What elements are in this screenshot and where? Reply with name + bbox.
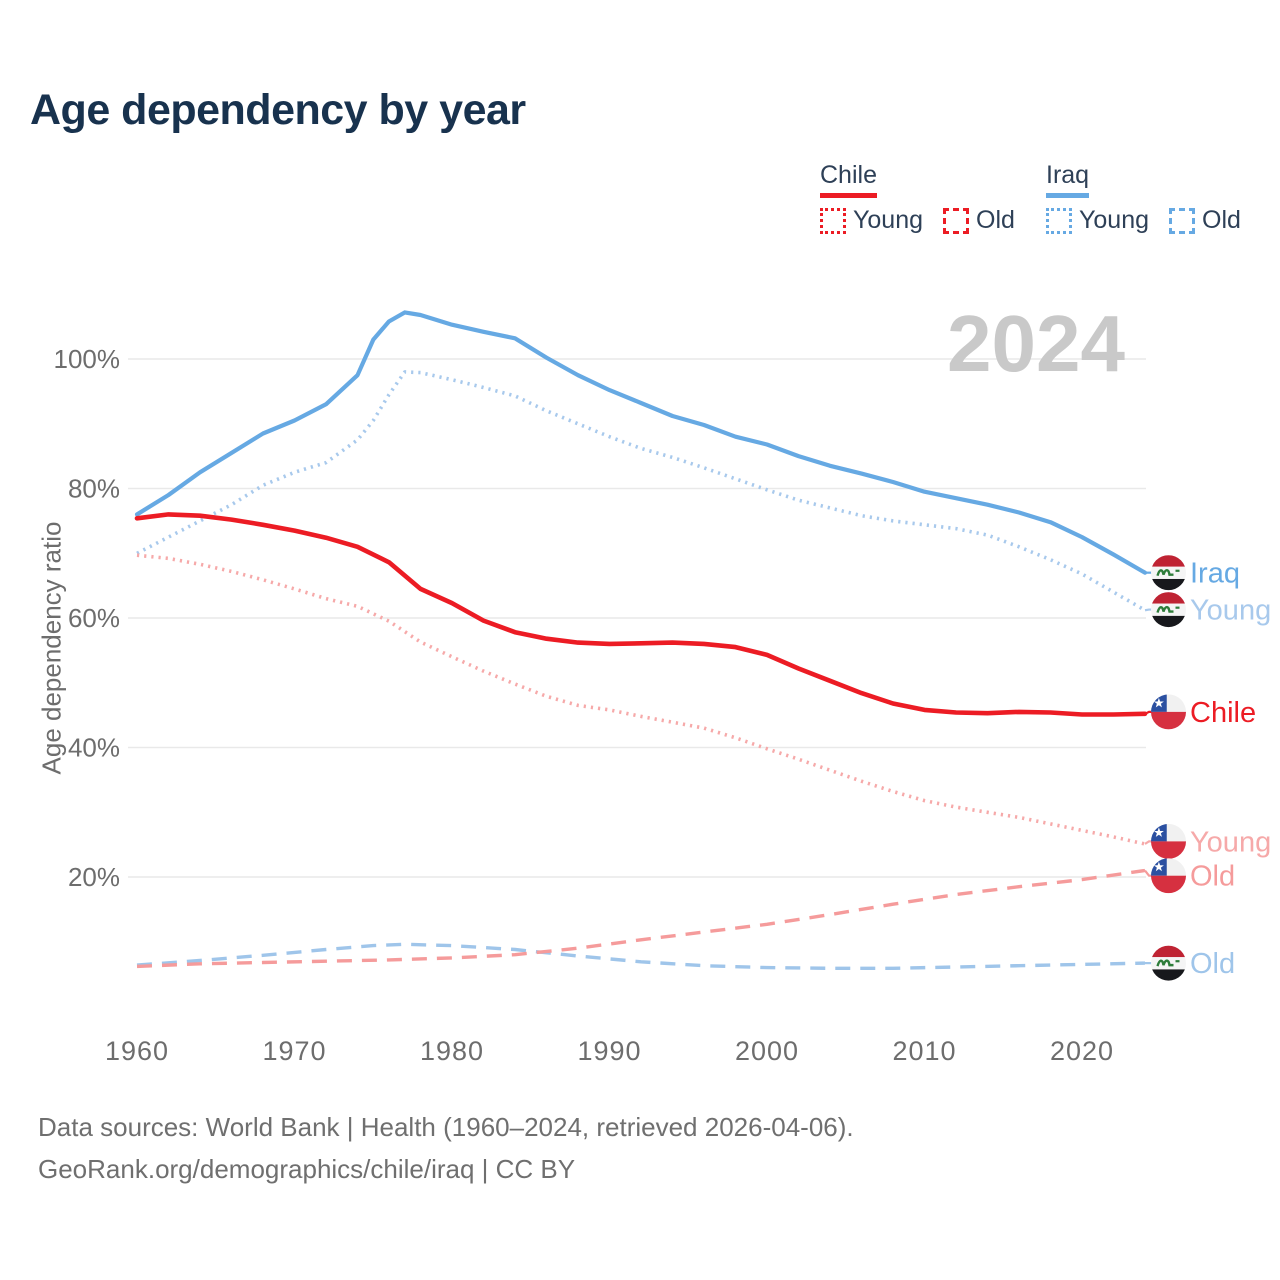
series-end-label-iraq-young: Young xyxy=(1190,595,1271,627)
iraq-flag-icon xyxy=(1151,945,1186,981)
legend-country-iraq-label: Iraq xyxy=(1046,161,1090,198)
legend-item-iraq-young: Young xyxy=(1046,206,1149,235)
y-tick-label-80: 80% xyxy=(68,474,120,504)
y-tick-label-60: 60% xyxy=(68,603,120,633)
chile-flag-icon xyxy=(1151,694,1186,730)
legend-items-chile: Young Old xyxy=(820,206,1015,235)
leader-line-chile-old xyxy=(1144,869,1152,877)
year-watermark: 2024 xyxy=(947,299,1125,388)
page-title: Age dependency by year xyxy=(30,86,526,134)
x-tick-label-2010: 2010 xyxy=(892,1036,956,1066)
legend-item-chile-old: Old xyxy=(943,206,1015,235)
x-tick-label-2000: 2000 xyxy=(735,1036,799,1066)
footer-data-sources: Data sources: World Bank | Health (1960–… xyxy=(38,1112,854,1142)
y-tick-label-40: 40% xyxy=(68,733,120,763)
legend-label-chile-young: Young xyxy=(853,206,923,234)
iraq-flag-icon xyxy=(1151,592,1186,628)
x-tick-label-1970: 1970 xyxy=(262,1036,326,1066)
chile-flag-icon xyxy=(1151,858,1186,894)
legend-items-iraq: Young Old xyxy=(1046,206,1241,235)
series-end-label-chile-old: Old xyxy=(1190,861,1235,893)
series-line-chile-young xyxy=(136,553,1146,846)
series-line-chile-total xyxy=(134,512,1148,717)
legend-country-chile-label: Chile xyxy=(820,161,877,198)
legend-item-iraq-old: Old xyxy=(1169,206,1241,235)
x-tick-label-2020: 2020 xyxy=(1050,1036,1114,1066)
chart-footer: Data sources: World Bank | Health (1960–… xyxy=(38,1106,854,1190)
chile-old-dashed-swatch-icon xyxy=(943,207,969,234)
y-tick-label-100: 100% xyxy=(54,344,121,374)
series-end-label-iraq-old: Old xyxy=(1190,948,1235,980)
series-end-label-chile-young: Young xyxy=(1190,826,1271,858)
series-line-chile-old xyxy=(136,868,1146,969)
x-tick-label-1960: 1960 xyxy=(105,1036,169,1066)
iraq-flag-icon xyxy=(1151,555,1186,591)
legend-item-chile-young: Young xyxy=(820,206,923,235)
series-line-iraq-old xyxy=(136,942,1146,970)
leader-line-iraq-young xyxy=(1144,608,1152,612)
leader-line-chile-total xyxy=(1144,710,1152,715)
series-end-label-chile-total: Chile xyxy=(1190,697,1256,729)
series-line-iraq-total xyxy=(134,310,1148,575)
legend-label-chile-old: Old xyxy=(976,206,1015,234)
leader-line-chile-young xyxy=(1144,840,1152,845)
legend-label-iraq-old: Old xyxy=(1202,206,1241,234)
chile-young-dotted-swatch-icon xyxy=(820,207,846,234)
legend-label-iraq-young: Young xyxy=(1079,206,1149,234)
series-line-iraq-young xyxy=(136,370,1146,612)
x-tick-label-1980: 1980 xyxy=(420,1036,484,1066)
footer-attribution: GeoRank.org/demographics/chile/iraq | CC… xyxy=(38,1154,576,1184)
series-end-label-iraq-total: Iraq xyxy=(1190,558,1240,590)
legend-group-iraq: Iraq Young Old xyxy=(1046,161,1241,235)
y-tick-label-20: 20% xyxy=(68,862,120,892)
chile-flag-icon xyxy=(1151,823,1186,859)
legend-group-chile: Chile Young Old xyxy=(820,161,1015,235)
iraq-young-dotted-swatch-icon xyxy=(1046,207,1072,234)
x-tick-label-1990: 1990 xyxy=(577,1036,641,1066)
iraq-old-dashed-swatch-icon xyxy=(1169,207,1195,234)
